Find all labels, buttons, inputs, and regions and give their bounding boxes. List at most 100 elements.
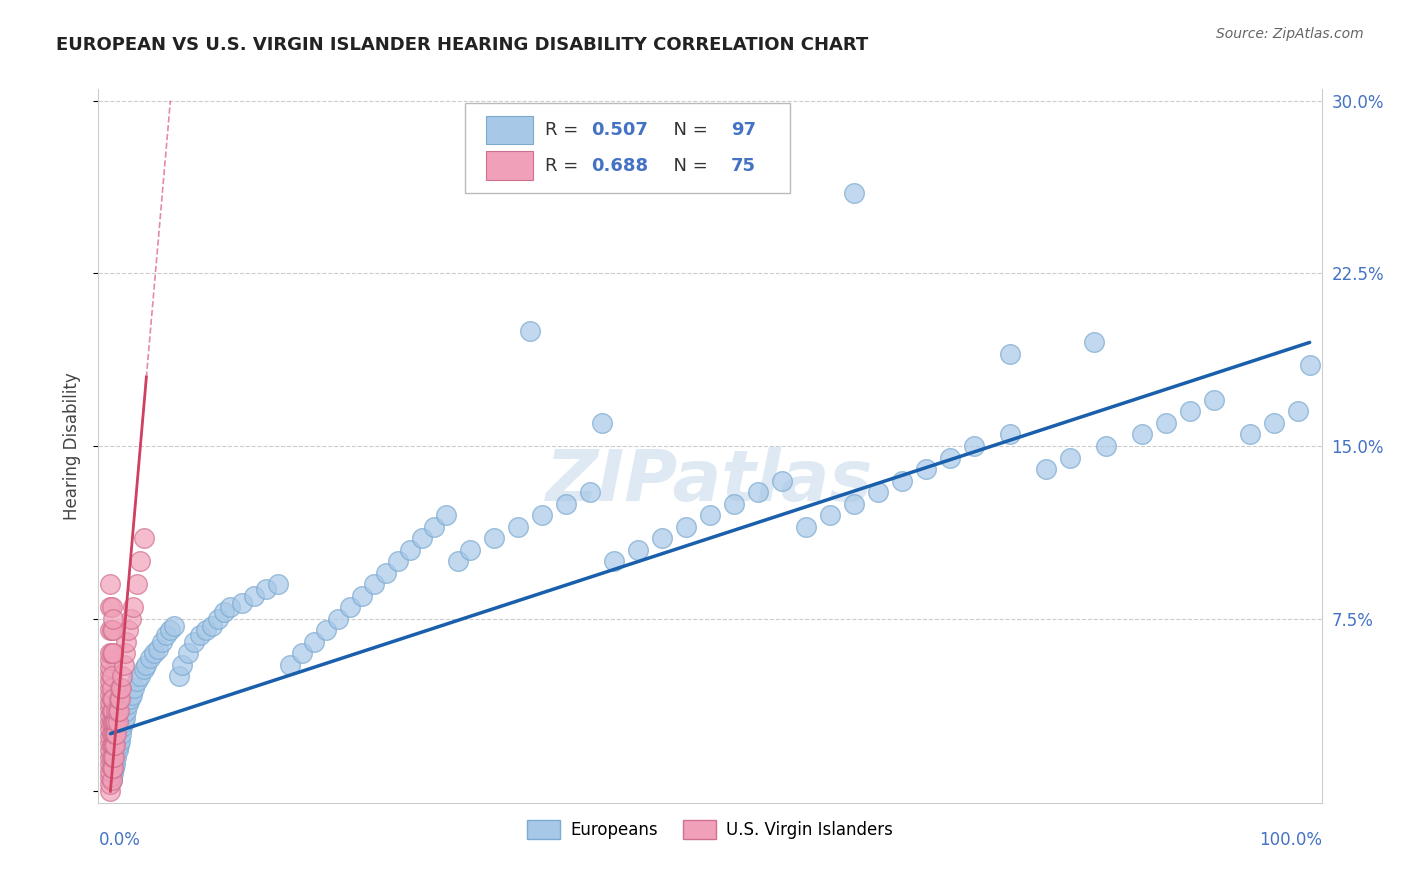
Point	[723, 497, 745, 511]
Point	[129, 669, 152, 683]
Point	[100, 764, 122, 778]
Point	[1130, 427, 1153, 442]
Point	[100, 600, 122, 615]
Point	[100, 704, 122, 718]
Point	[107, 743, 129, 757]
Point	[142, 646, 165, 660]
Point	[108, 704, 129, 718]
Point	[304, 634, 326, 648]
Point	[111, 720, 134, 734]
Point	[998, 347, 1021, 361]
Point	[219, 600, 242, 615]
Point	[254, 582, 277, 596]
Point	[699, 508, 721, 522]
Y-axis label: Hearing Disability: Hearing Disability	[63, 372, 82, 520]
Point	[675, 519, 697, 533]
Point	[132, 531, 155, 545]
Point	[842, 497, 865, 511]
Point	[100, 694, 122, 708]
Point	[842, 186, 865, 200]
Point	[100, 692, 122, 706]
Point	[125, 673, 148, 688]
Point	[100, 777, 122, 791]
Point	[100, 771, 122, 785]
Point	[105, 727, 128, 741]
Point	[519, 324, 541, 338]
Point	[100, 708, 122, 723]
Point	[101, 738, 124, 752]
Point	[447, 554, 470, 568]
Point	[100, 715, 122, 730]
Point	[121, 688, 143, 702]
Point	[103, 715, 125, 730]
Point	[531, 508, 554, 522]
Point	[114, 646, 136, 660]
Point	[100, 681, 122, 695]
FancyBboxPatch shape	[486, 116, 533, 145]
Point	[1239, 427, 1261, 442]
Point	[122, 600, 145, 615]
Point	[112, 657, 135, 672]
Point	[100, 623, 122, 637]
Point	[100, 669, 122, 683]
Point	[120, 612, 142, 626]
Point	[555, 497, 578, 511]
Point	[139, 650, 162, 665]
Point	[135, 657, 157, 672]
Point	[939, 450, 962, 465]
Point	[591, 416, 613, 430]
Point	[115, 704, 138, 718]
Point	[998, 427, 1021, 442]
Point	[915, 462, 938, 476]
Point	[104, 715, 127, 730]
Point	[110, 681, 132, 695]
Point	[100, 749, 122, 764]
Point	[155, 628, 177, 642]
Point	[101, 765, 124, 780]
Point	[207, 612, 229, 626]
Point	[103, 749, 125, 764]
Point	[100, 600, 122, 615]
Point	[100, 772, 122, 787]
Point	[104, 738, 127, 752]
Point	[1154, 416, 1177, 430]
Point	[759, 162, 782, 177]
Point	[651, 531, 673, 545]
Point	[243, 589, 266, 603]
Text: Source: ZipAtlas.com: Source: ZipAtlas.com	[1216, 27, 1364, 41]
Point	[100, 646, 122, 660]
Text: EUROPEAN VS U.S. VIRGIN ISLANDER HEARING DISABILITY CORRELATION CHART: EUROPEAN VS U.S. VIRGIN ISLANDER HEARING…	[56, 36, 869, 54]
Legend: Europeans, U.S. Virgin Islanders: Europeans, U.S. Virgin Islanders	[520, 814, 900, 846]
Text: 97: 97	[731, 121, 756, 139]
Point	[172, 657, 194, 672]
Point	[103, 761, 125, 775]
Point	[105, 704, 128, 718]
Point	[111, 669, 134, 683]
Text: 0.507: 0.507	[592, 121, 648, 139]
Point	[100, 681, 122, 695]
Point	[638, 140, 661, 154]
Text: R =: R =	[546, 121, 583, 139]
Point	[458, 542, 481, 557]
Point	[770, 474, 793, 488]
Point	[100, 653, 122, 667]
Point	[363, 577, 385, 591]
Point	[103, 727, 125, 741]
Point	[747, 485, 769, 500]
Point	[108, 692, 131, 706]
Point	[100, 736, 122, 750]
Point	[115, 634, 138, 648]
Point	[114, 711, 136, 725]
FancyBboxPatch shape	[465, 103, 790, 193]
Point	[328, 612, 350, 626]
FancyBboxPatch shape	[486, 152, 533, 180]
Point	[108, 681, 131, 695]
Point	[100, 666, 122, 681]
Point	[963, 439, 986, 453]
Point	[100, 743, 122, 757]
Point	[110, 727, 132, 741]
Point	[100, 727, 122, 741]
Point	[100, 673, 122, 688]
Point	[100, 577, 122, 591]
Point	[101, 715, 124, 730]
